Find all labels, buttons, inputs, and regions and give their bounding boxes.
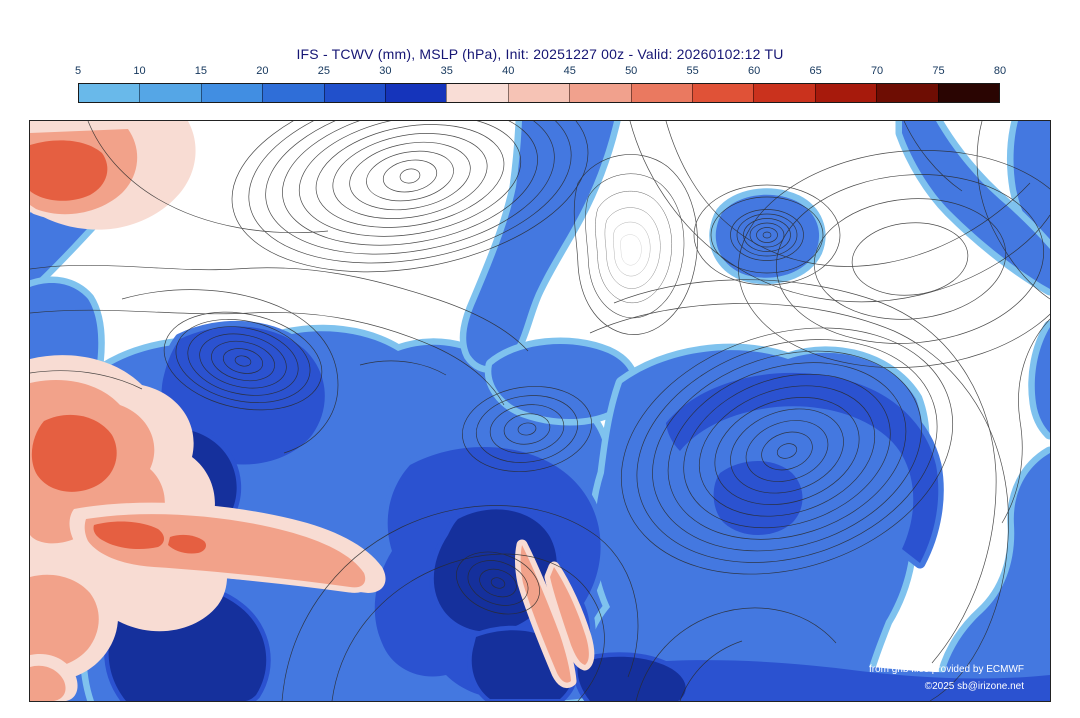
- colorbar-segment: [630, 84, 693, 102]
- colorbar-segment: [753, 84, 815, 102]
- credits: from grib files provided by ECMWF ©2025 …: [869, 661, 1024, 695]
- colorbar-tick-label: 70: [870, 65, 884, 77]
- colorbar-segment: [814, 84, 877, 102]
- colorbar-segment: [937, 84, 1000, 102]
- colorbar-tick-label: 45: [563, 65, 576, 77]
- colorbar-tick-label: 60: [748, 65, 761, 77]
- colorbar-segment: [385, 84, 447, 102]
- weather-map: [30, 121, 1050, 701]
- colorbar-segment: [200, 84, 263, 102]
- credit-source: from grib files provided by ECMWF: [868, 664, 1024, 675]
- credit-copyright: ©2025 sb@irizone.net: [924, 681, 1024, 692]
- colorbar-tick-label: 15: [194, 65, 208, 77]
- colorbar-segment: [446, 84, 508, 102]
- tcwv-fill-layer: [30, 121, 1050, 701]
- colorbar-segment: [569, 84, 631, 102]
- colorbar-scale: [78, 83, 1000, 103]
- colorbar-segment: [262, 84, 324, 102]
- colorbar-tick-label: 35: [440, 65, 453, 77]
- colorbar-segment: [139, 84, 201, 102]
- colorbar-segment: [79, 84, 140, 102]
- colorbar-segment: [692, 84, 754, 102]
- colorbar-tick-label: 50: [625, 65, 638, 77]
- colorbar-tick-label: 65: [809, 65, 822, 77]
- colorbar-tick-label: 20: [256, 65, 269, 77]
- colorbar-tick-label: 30: [379, 65, 392, 77]
- colorbar-segment: [507, 84, 570, 102]
- colorbar-tick-label: 55: [686, 65, 699, 77]
- colorbar-tick-label: 40: [502, 65, 515, 77]
- colorbar-tick-label: 75: [932, 65, 945, 77]
- map-frame: from grib files provided by ECMWF ©2025 …: [29, 120, 1051, 702]
- chart-title: IFS - TCWV (mm), MSLP (hPa), Init: 20251…: [296, 46, 784, 62]
- colorbar-tick-label: 80: [993, 65, 1007, 77]
- colorbar-segment: [323, 84, 386, 102]
- colorbar-tick-label: 25: [317, 65, 330, 77]
- colorbar-segment: [876, 84, 938, 102]
- long-isobars: [30, 121, 1050, 701]
- colorbar-tick-label: 5: [74, 65, 82, 77]
- mslp-contour-layer: [30, 121, 1050, 701]
- tcwv-colorbar: 5 10 15 20 25 30 35 40 45 50 55 60 65 70 75 80: [74, 64, 1006, 103]
- pressure-system-isobars: [163, 121, 1050, 615]
- colorbar-tick-label: 10: [133, 65, 146, 77]
- terrain-contours: [573, 154, 698, 335]
- colorbar-tick-row: 5 10 15 20 25 30 35 40 45 50 55 60 65 70 75 80: [74, 64, 1006, 80]
